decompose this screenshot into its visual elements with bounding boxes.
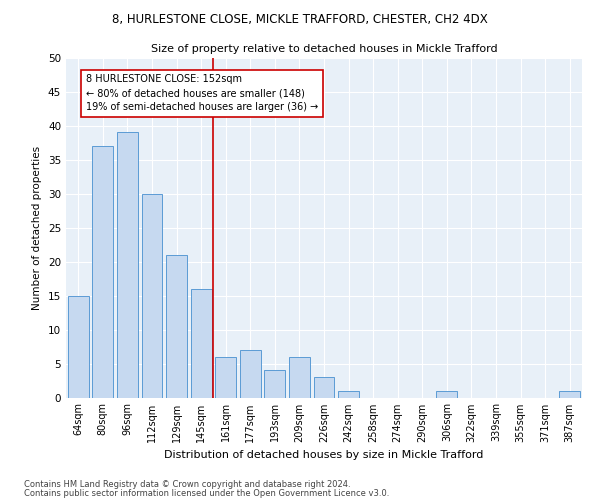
Title: Size of property relative to detached houses in Mickle Trafford: Size of property relative to detached ho… [151,44,497,54]
Bar [68,296,89,398]
Y-axis label: Number of detached properties: Number of detached properties [32,146,43,310]
Text: 8 HURLESTONE CLOSE: 152sqm
← 80% of detached houses are smaller (148)
19% of sem: 8 HURLESTONE CLOSE: 152sqm ← 80% of deta… [86,74,318,112]
Bar [191,288,212,398]
Bar [117,132,138,398]
X-axis label: Distribution of detached houses by size in Mickle Trafford: Distribution of detached houses by size … [164,450,484,460]
Bar [265,370,286,398]
Text: Contains HM Land Registry data © Crown copyright and database right 2024.: Contains HM Land Registry data © Crown c… [24,480,350,489]
Bar [289,356,310,398]
Text: 8, HURLESTONE CLOSE, MICKLE TRAFFORD, CHESTER, CH2 4DX: 8, HURLESTONE CLOSE, MICKLE TRAFFORD, CH… [112,12,488,26]
Text: Contains public sector information licensed under the Open Government Licence v3: Contains public sector information licen… [24,489,389,498]
Bar [559,390,580,398]
Bar [215,356,236,398]
Bar [166,254,187,398]
Bar [240,350,261,398]
Bar [92,146,113,398]
Bar [338,390,359,398]
Bar [436,390,457,398]
Bar [142,194,163,398]
Bar [314,377,334,398]
